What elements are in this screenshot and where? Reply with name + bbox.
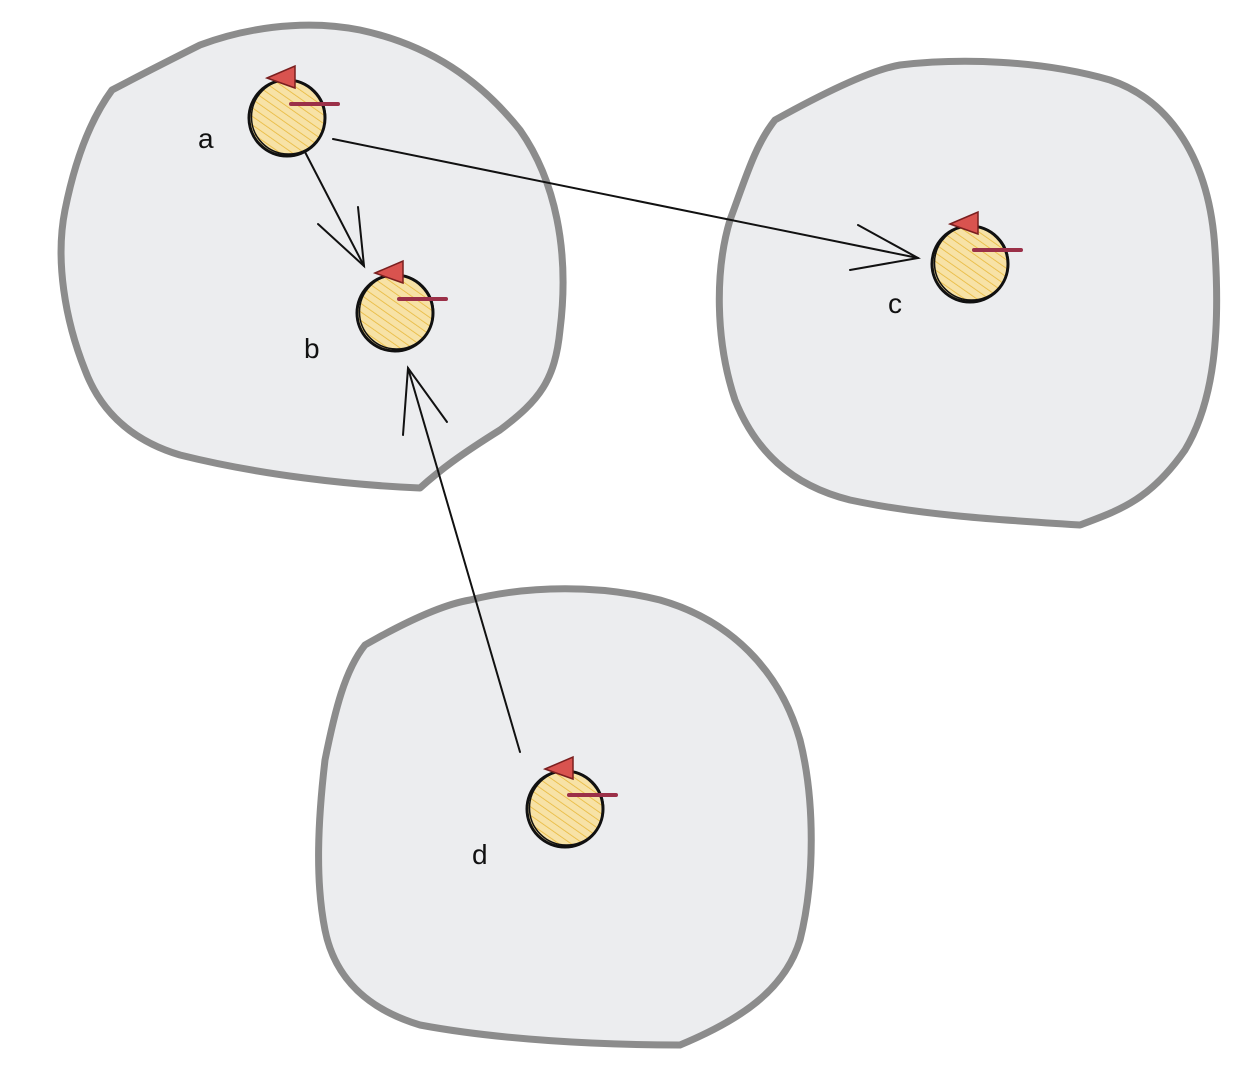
node-label-d: d	[472, 839, 488, 870]
node-a: a	[198, 64, 340, 158]
node-c: c	[888, 210, 1023, 319]
nodes: a b c d	[198, 64, 1023, 870]
node-d: d	[472, 755, 618, 870]
edge-d-to-b	[402, 365, 521, 753]
pointer-triangle-icon	[542, 755, 574, 781]
pointer-triangle-icon	[947, 210, 979, 236]
regions	[57, 21, 1221, 1049]
edge-a-to-c	[332, 138, 921, 271]
node-b: b	[304, 259, 448, 364]
node-label-c: c	[888, 288, 902, 319]
node-label-b: b	[304, 333, 320, 364]
region-blob-top-left	[57, 21, 567, 492]
edge-a-to-b	[304, 151, 366, 269]
node-label-a: a	[198, 123, 214, 154]
pointer-triangle-icon	[264, 64, 296, 90]
edges	[304, 138, 921, 753]
pointer-triangle-icon	[372, 259, 404, 285]
